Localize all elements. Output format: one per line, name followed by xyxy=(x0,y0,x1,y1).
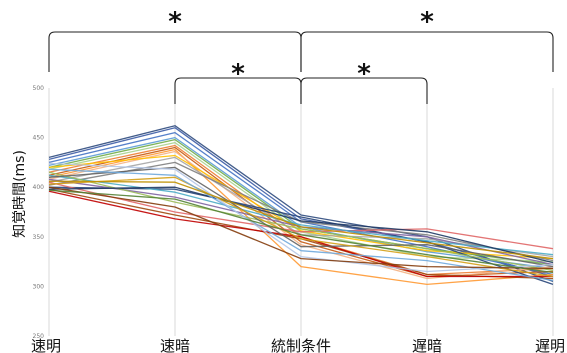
x-category-label: 速暗 xyxy=(160,337,190,353)
significance-brackets: * * * * xyxy=(48,7,554,104)
series-lines xyxy=(48,125,554,286)
series-line-21 xyxy=(48,186,554,264)
series-line-22 xyxy=(48,166,554,268)
significance-star: * xyxy=(357,59,371,89)
y-tick-label: 300 xyxy=(33,283,45,290)
x-category-label: 遅明 xyxy=(535,337,565,353)
series-line-9 xyxy=(48,148,554,286)
significance-bracket xyxy=(300,77,428,104)
x-axis-category-labels: 速明 速暗 統制条件 遅暗 遅明 xyxy=(31,337,565,353)
series-line-25 xyxy=(48,162,554,273)
vertical-gridlines xyxy=(48,88,554,336)
series-line-28 xyxy=(48,180,554,260)
y-tick-label: 400 xyxy=(33,184,45,191)
significance-star: * xyxy=(231,59,245,89)
series-line-26 xyxy=(48,186,554,270)
y-tick-label: 350 xyxy=(33,234,45,241)
y-tick-label: 500 xyxy=(33,85,45,92)
significance-bracket xyxy=(174,77,302,104)
series-line-19 xyxy=(48,174,554,256)
significance-bracket xyxy=(48,31,302,72)
series-line-10 xyxy=(48,150,554,280)
significance-bracket xyxy=(300,31,554,72)
series-line-20 xyxy=(48,171,554,272)
series-line-27 xyxy=(48,189,554,274)
y-tick-label: 450 xyxy=(33,135,45,142)
y-axis-label: 知覚時間(ms) xyxy=(11,150,28,238)
series-line-23 xyxy=(48,176,554,278)
y-axis-ticks: 250 300 350 400 450 500 xyxy=(33,85,45,340)
significance-star: * xyxy=(420,7,434,37)
series-line-17 xyxy=(48,181,554,250)
x-category-label: 速明 xyxy=(31,337,61,353)
x-category-label: 統制条件 xyxy=(271,337,331,353)
x-category-label: 遅暗 xyxy=(412,337,442,353)
series-line-16 xyxy=(48,190,553,278)
y-tick-label: 250 xyxy=(33,333,45,340)
significance-star: * xyxy=(168,7,182,37)
series-line-13 xyxy=(48,161,554,262)
series-line-11 xyxy=(48,154,554,260)
